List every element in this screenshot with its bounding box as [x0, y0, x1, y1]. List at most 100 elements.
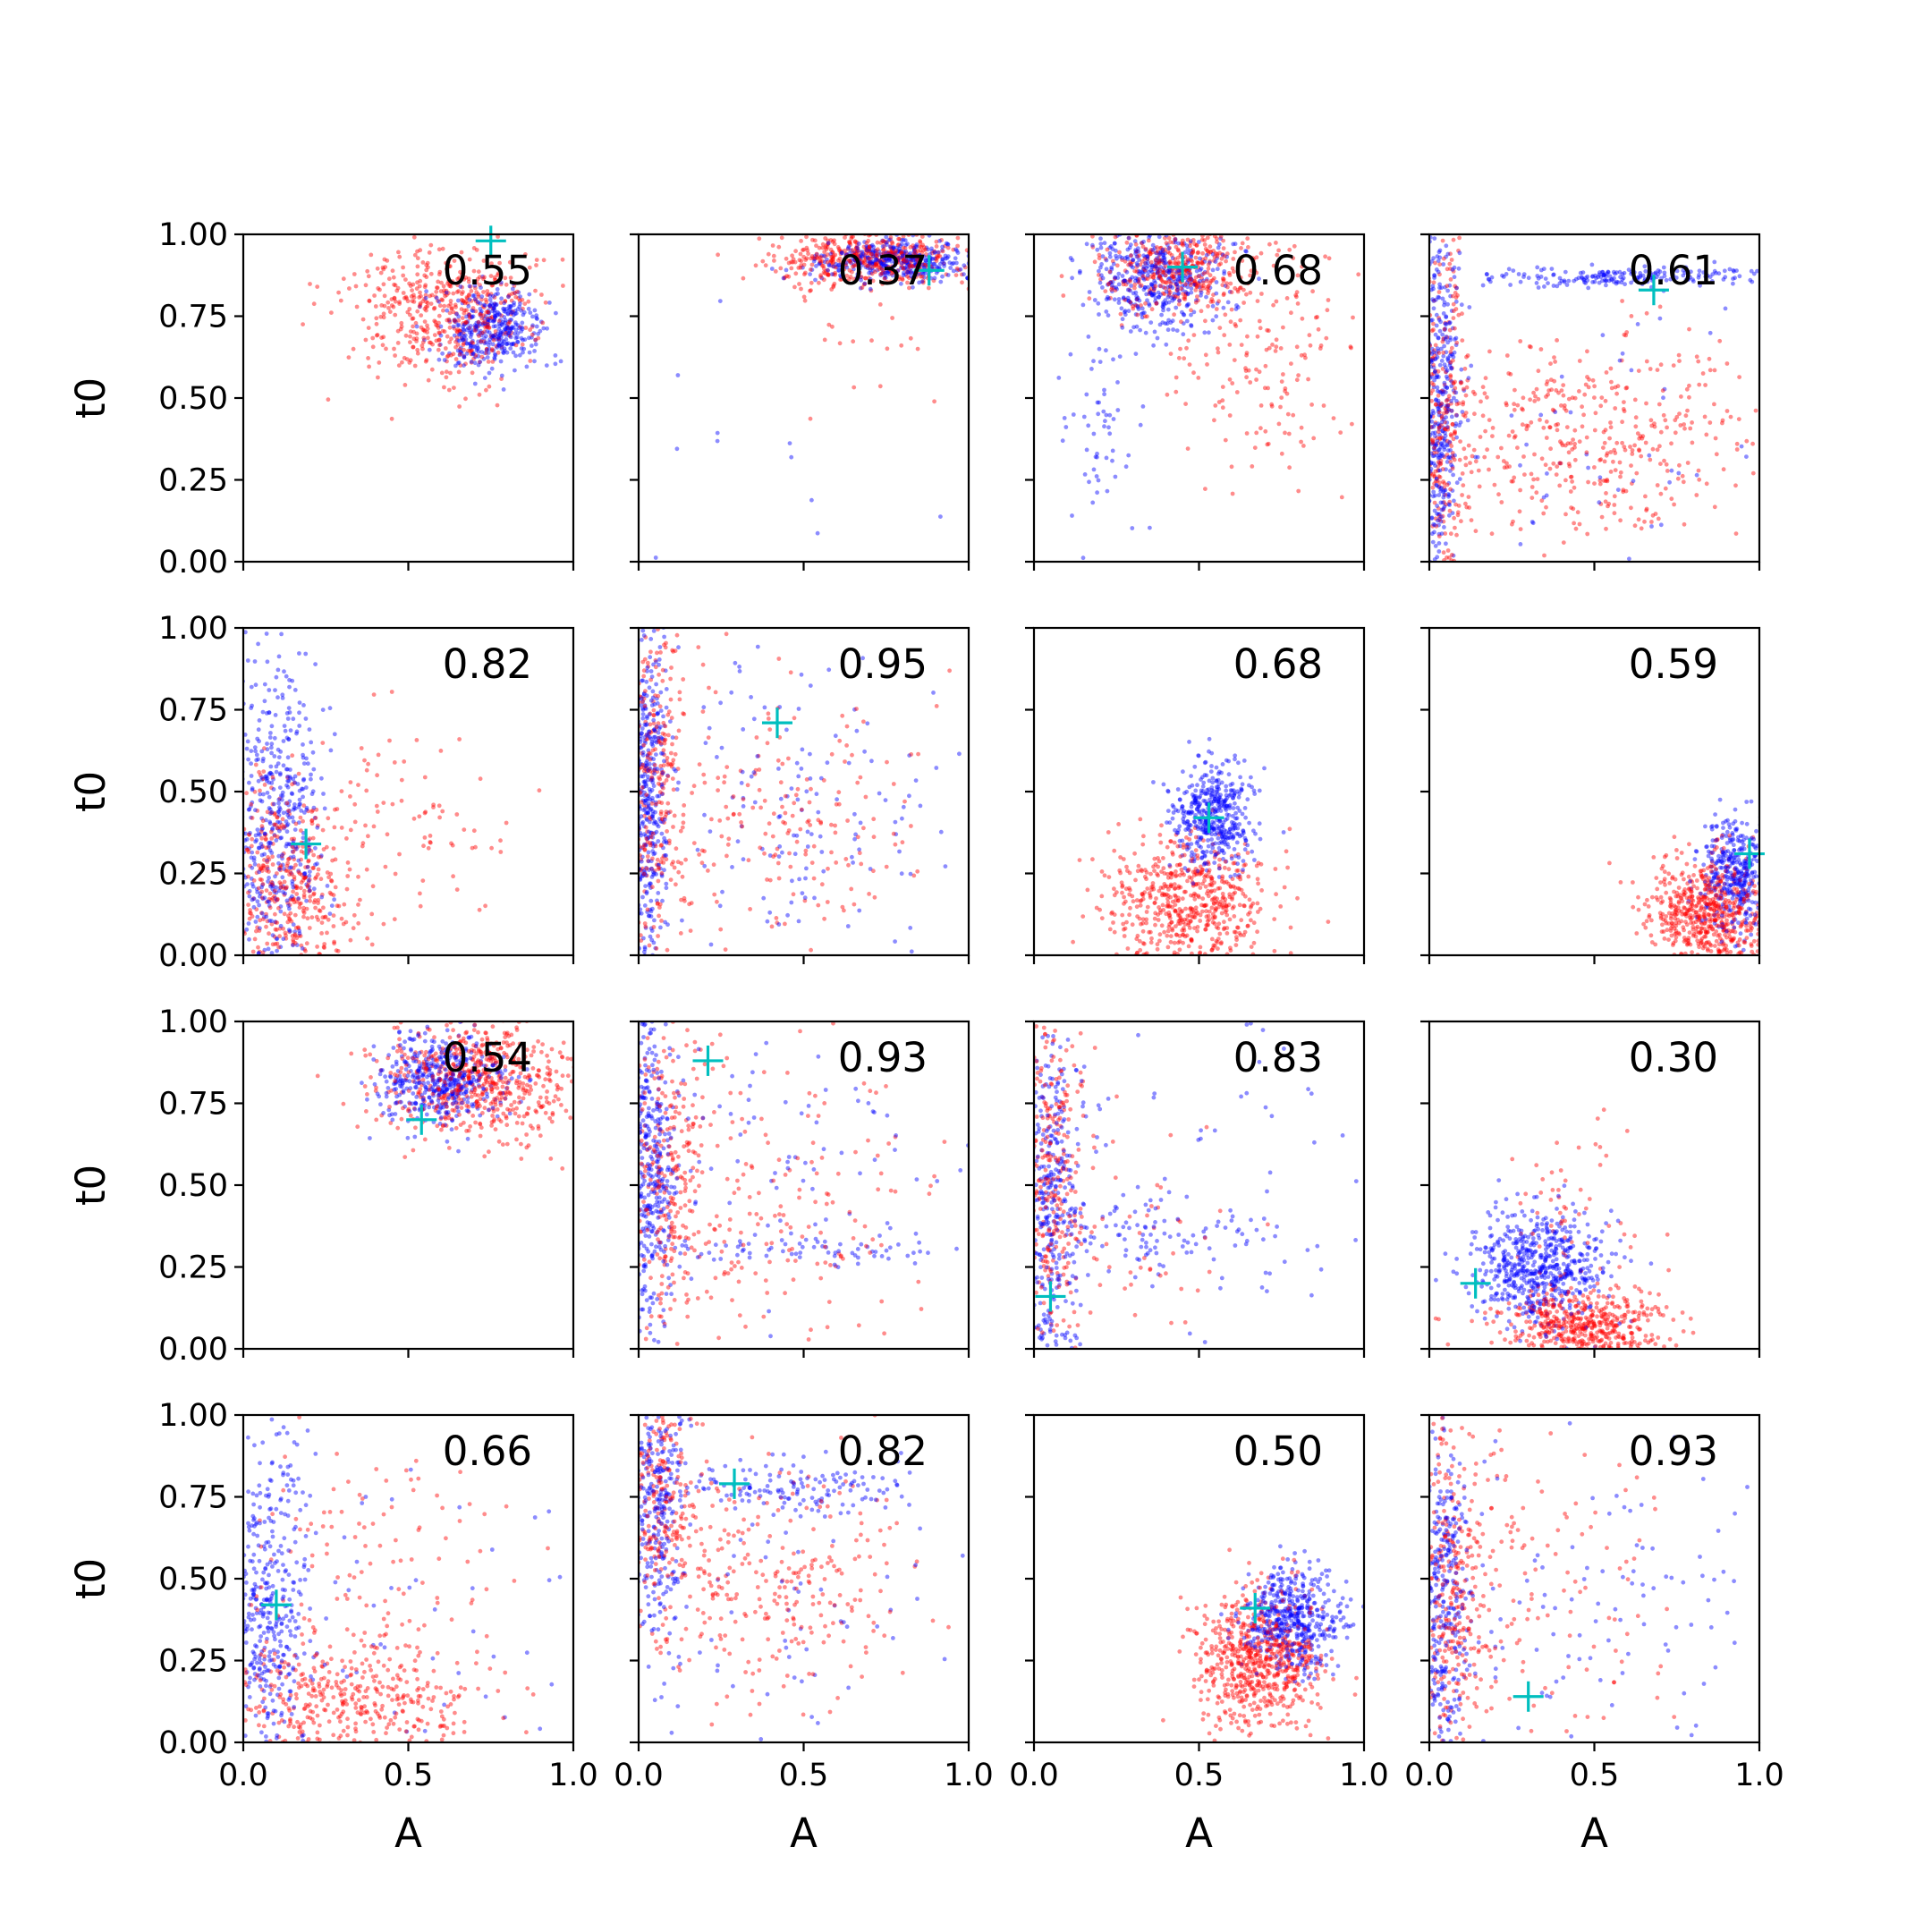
point-blue	[1231, 242, 1236, 247]
point-red	[1575, 510, 1580, 515]
point-red	[457, 352, 462, 357]
point-red	[1604, 453, 1609, 458]
point-blue	[1210, 303, 1216, 309]
point-blue	[815, 530, 820, 536]
point-blue	[1441, 353, 1446, 359]
point-red	[313, 876, 318, 881]
point-blue	[812, 254, 818, 258]
point-blue	[476, 332, 480, 337]
point-blue	[1063, 425, 1069, 429]
point-red	[503, 299, 508, 303]
point-blue	[518, 294, 522, 299]
point-blue	[1458, 419, 1463, 425]
point-blue	[462, 354, 467, 360]
point-blue	[487, 310, 492, 316]
point-blue	[1697, 268, 1702, 274]
point-blue	[1143, 260, 1148, 266]
point-blue	[499, 346, 504, 351]
point-red	[825, 259, 830, 265]
point-red	[911, 251, 917, 257]
point-blue	[309, 776, 313, 782]
point-red	[1227, 273, 1233, 277]
point-red	[1443, 320, 1447, 326]
point-red	[1203, 256, 1208, 261]
point-blue	[510, 325, 514, 329]
point-red	[1657, 402, 1662, 407]
point-red	[830, 324, 835, 329]
point-red	[252, 789, 258, 794]
point-red	[1157, 274, 1163, 278]
point-blue	[513, 335, 519, 341]
point-red	[401, 291, 406, 295]
point-red	[332, 939, 336, 945]
point-red	[464, 319, 470, 325]
point-blue	[303, 716, 309, 721]
point-blue	[920, 262, 925, 267]
point-blue	[808, 272, 812, 276]
point-red	[360, 843, 365, 849]
point-red	[378, 270, 384, 275]
point-red	[1120, 258, 1124, 262]
point-red	[846, 240, 852, 244]
point-blue	[256, 831, 261, 836]
point-red	[318, 854, 324, 860]
point-red	[462, 299, 466, 304]
point-red	[471, 246, 477, 250]
point-red	[504, 820, 509, 826]
point-blue	[1559, 278, 1564, 284]
point-blue	[1446, 513, 1452, 518]
point-blue	[1437, 468, 1443, 473]
point-blue	[1163, 250, 1168, 256]
point-blue	[269, 745, 274, 750]
point-red	[457, 275, 462, 281]
point-blue	[902, 270, 906, 275]
point-blue	[1433, 369, 1437, 374]
point-red	[1694, 493, 1699, 497]
point-red	[1429, 372, 1434, 377]
point-blue	[296, 820, 301, 825]
point-red	[1524, 427, 1530, 432]
point-red	[1489, 531, 1495, 537]
point-blue	[1099, 273, 1104, 278]
point-red	[1275, 252, 1280, 258]
point-red	[1429, 425, 1435, 429]
point-blue	[1115, 380, 1120, 385]
point-red	[884, 250, 889, 255]
point-blue	[879, 262, 885, 267]
point-red	[858, 257, 862, 261]
point-red	[818, 255, 822, 260]
point-blue	[508, 335, 513, 340]
point-blue	[282, 867, 286, 871]
point-blue	[1124, 269, 1130, 275]
point-red	[831, 259, 836, 265]
point-blue	[538, 328, 543, 334]
point-red	[890, 241, 895, 246]
point-blue	[488, 333, 494, 338]
point-blue	[908, 250, 913, 256]
point-blue	[1617, 358, 1623, 363]
point-blue	[287, 677, 292, 682]
point-red	[1458, 439, 1462, 444]
point-red	[1697, 382, 1702, 387]
point-red	[476, 292, 481, 297]
point-blue	[305, 865, 310, 869]
point-red	[1220, 385, 1225, 389]
point-red	[1203, 487, 1208, 491]
point-blue	[831, 264, 835, 269]
point-blue	[545, 326, 549, 331]
point-red	[1286, 431, 1292, 436]
point-red	[879, 259, 884, 264]
point-red	[899, 263, 904, 268]
point-red	[489, 283, 495, 288]
point-red	[1432, 473, 1437, 479]
point-red	[741, 275, 746, 281]
point-red	[824, 247, 829, 252]
point-blue	[812, 257, 818, 262]
point-red	[863, 275, 868, 281]
point-red	[399, 324, 404, 329]
point-blue	[1437, 516, 1443, 521]
point-blue	[1431, 461, 1436, 466]
point-red	[277, 880, 283, 885]
point-red	[1648, 418, 1654, 423]
point-red	[910, 256, 915, 261]
